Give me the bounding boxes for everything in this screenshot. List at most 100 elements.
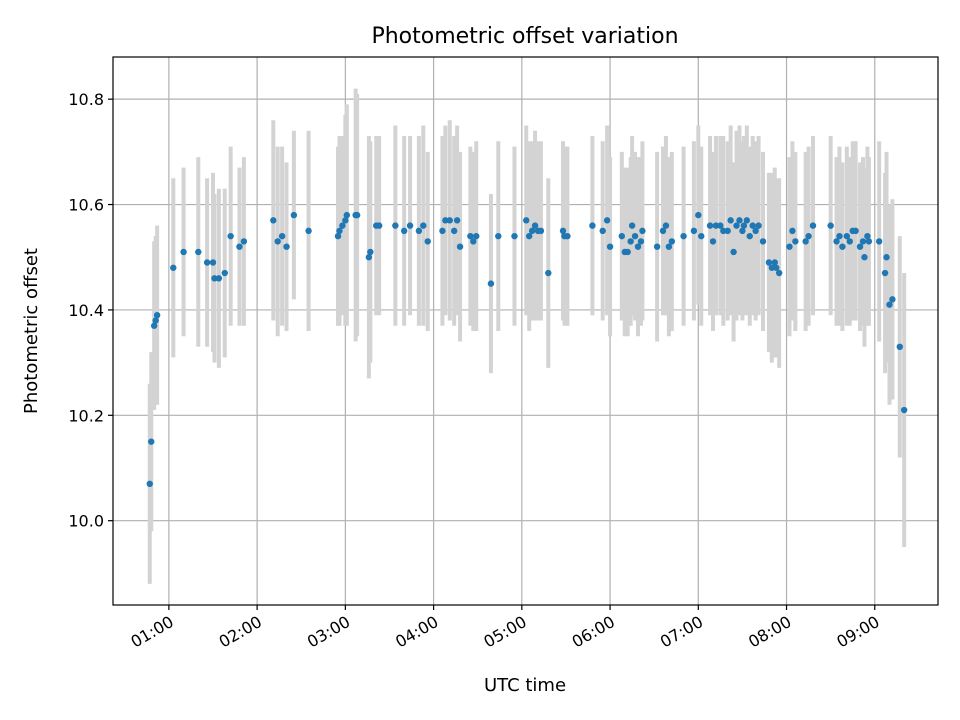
data-point [221,269,228,277]
data-point [415,227,423,235]
data-point [274,238,281,245]
data-point [827,222,834,229]
data-point [342,217,349,224]
data-point [709,238,717,245]
data-point [733,222,740,229]
data-point [531,222,539,229]
data-point [336,227,343,235]
data-point [487,280,495,287]
data-point [680,232,687,240]
data-point [236,243,243,250]
data-point [523,217,530,224]
data-point [603,217,611,224]
data-point [900,406,908,414]
data-point [215,275,223,282]
data-point [211,275,218,282]
data-point [839,243,846,250]
data-point [525,232,533,240]
data-point [439,227,446,235]
data-point [802,238,809,245]
x-axis-label: UTC time [484,675,566,696]
data-point [545,269,552,277]
data-point [752,227,759,235]
data-point [717,222,724,229]
data-point [473,232,480,240]
data-point [809,222,817,229]
data-point [618,232,626,240]
plot-frame [112,56,939,606]
data-point [511,232,518,240]
data-point [768,264,776,271]
y-tick-label: 10.4 [68,301,104,320]
data-point [367,248,374,256]
data-point [334,232,342,240]
data-point [690,227,698,235]
data-point [886,301,893,308]
data-point [278,232,286,240]
data-point [152,317,159,324]
data-point [153,311,161,319]
chart-title: Photometric offset variation [371,24,678,49]
data-point [639,227,646,235]
data-point [599,227,606,235]
data-point [727,217,734,224]
data-point [170,264,177,271]
data-point [339,222,346,229]
y-axis-label: Photometric offset [21,248,42,414]
data-point [861,254,868,261]
data-point [852,227,859,235]
data-point [759,238,767,245]
data-point [305,227,312,235]
data-point [195,248,202,256]
data-point [606,243,614,250]
data-point [470,238,477,245]
data-point [659,227,667,235]
data-point [227,232,234,240]
data-point [424,238,431,245]
data-point [736,217,743,224]
data-point [353,211,361,219]
data-point [875,238,883,245]
data-point [528,227,536,235]
data-point [749,222,756,229]
data-point [856,243,864,250]
data-point [559,227,567,235]
data-point [859,238,867,245]
data-point [146,480,153,488]
data-point [805,232,812,240]
data-point [695,211,702,219]
data-point [564,232,571,240]
data-point [843,232,851,240]
data-point [537,227,545,235]
data-point [740,222,748,229]
data-point [662,222,670,229]
data-point [773,264,780,271]
data-point [883,254,890,261]
data-point [406,222,414,229]
data-point [628,222,636,229]
data-point [375,222,383,229]
data-point [706,222,714,229]
data-point [453,217,461,224]
y-tick-label: 10.0 [68,512,104,531]
data-point [442,217,449,224]
data-point [771,259,778,266]
y-axis: 10.0 10.2 10.4 10.6 10.8 [68,90,113,531]
data-point [631,232,639,240]
data-point [209,259,217,266]
data-point [668,238,676,245]
data-point [881,269,889,277]
data-point [730,248,737,256]
data-point [896,343,903,351]
data-point [495,232,502,240]
data-point [634,243,642,250]
data-point [343,211,351,219]
data-point [720,227,727,235]
data-point [420,222,427,229]
data-point [450,227,458,235]
data-point [365,254,373,261]
data-point [627,238,634,245]
data-point [743,217,751,224]
